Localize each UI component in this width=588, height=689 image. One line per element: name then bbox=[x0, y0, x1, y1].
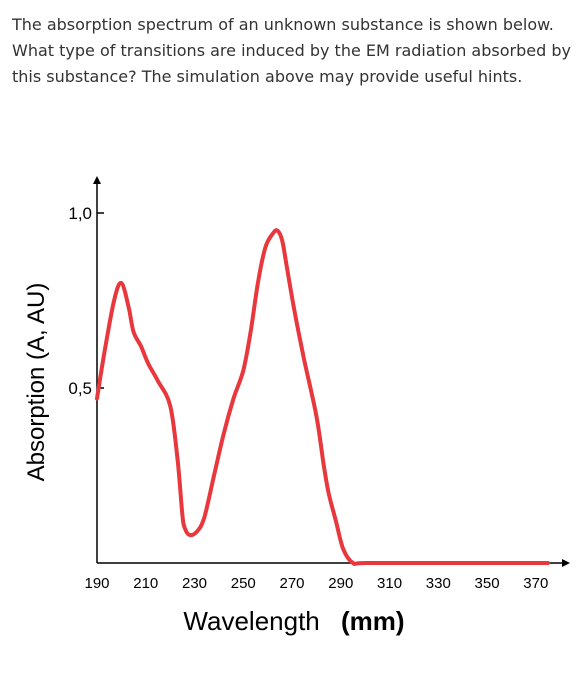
absorption-series-line bbox=[95, 228, 550, 566]
x-axis-title: Wavelength (mm) bbox=[183, 606, 404, 636]
y-axis: 0,5 1,0 bbox=[68, 176, 104, 563]
chart-svg: 0,5 1,0 190 210 230 250 270 290 310 330 350 370 Ab… bbox=[23, 176, 570, 636]
x-tick-label: 310 bbox=[377, 575, 402, 592]
x-tick-label: 270 bbox=[280, 575, 305, 592]
y-tick-label: 0,5 bbox=[68, 379, 92, 398]
x-tick-label: 290 bbox=[328, 575, 353, 592]
y-axis-label: Absorption (A, AU) bbox=[23, 283, 50, 482]
x-tick-label: 190 bbox=[84, 575, 109, 592]
x-tick-label: 370 bbox=[523, 575, 548, 592]
x-axis-unit: (mm) bbox=[341, 606, 405, 636]
absorption-spectrum-chart: 0,5 1,0 190 210 230 250 270 290 310 330 350 370 Ab… bbox=[0, 150, 588, 685]
x-axis: 190 210 230 250 270 290 310 330 350 370 bbox=[84, 559, 570, 592]
y-tick-label: 1,0 bbox=[68, 204, 92, 223]
x-tick-label: 250 bbox=[231, 575, 256, 592]
x-axis-label: Wavelength bbox=[183, 606, 319, 636]
series-group bbox=[95, 228, 550, 566]
x-tick-label: 210 bbox=[133, 575, 158, 592]
x-tick-label: 230 bbox=[182, 575, 207, 592]
x-tick-label: 330 bbox=[426, 575, 451, 592]
x-tick-label: 350 bbox=[475, 575, 500, 592]
question-text: The absorption spectrum of an unknown su… bbox=[12, 15, 571, 86]
